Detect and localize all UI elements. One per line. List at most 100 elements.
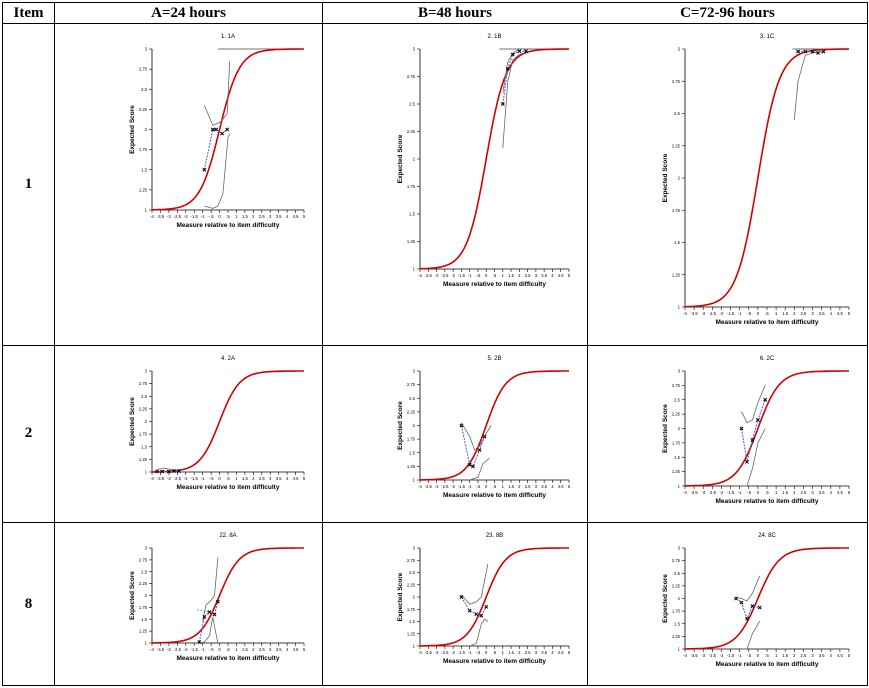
y-axis-label: Expected Score [397,401,404,450]
y-tick-label: 1.25 [672,272,681,277]
x-tick-label: 3 [269,476,272,481]
x-tick-label: 1 [235,476,238,481]
x-tick-label: 0 [218,476,221,481]
observed-point [510,52,515,57]
x-tick-label: -1.5 [727,490,735,495]
x-axis-label: Measure relative to item difficulty [177,222,280,229]
x-tick-label: -2.5 [441,273,449,278]
observed-point [745,616,749,621]
model-curve [685,547,849,650]
y-tick-label: 2 [413,595,416,600]
x-tick-label: 4.5 [837,490,843,495]
x-tick-label: -1.5 [458,650,466,655]
x-tick-label: 1.5 [782,311,788,316]
y-tick-label: 2.25 [672,412,681,417]
observed-point [210,127,215,132]
chart-title: 2. 1B [487,34,501,40]
ci-lower-line [469,457,490,481]
y-tick-label: 2.25 [139,406,148,411]
y-tick-label: 3 [678,368,681,373]
model-curve [685,48,849,308]
x-tick-label: -2 [184,476,188,481]
x-tick-label: 5 [848,311,851,316]
x-tick-label: 4 [830,490,833,495]
x-tick-label: -1.5 [727,311,735,316]
x-tick-label: -1.5 [458,273,466,278]
y-tick-label: 3 [145,368,148,373]
ci-upper-line [502,48,533,94]
y-tick-label: 2 [145,419,148,424]
x-tick-label: .5 [226,476,230,481]
x-tick-label: -1 [738,311,742,316]
x-tick-label: 4 [551,650,554,655]
y-tick-label: 2.75 [672,383,681,388]
x-tick-label: 3.5 [276,214,282,219]
y-tick-label: 1.5 [409,619,415,624]
x-tick-label: -3 [701,490,705,495]
y-tick-label: 2.5 [674,111,680,116]
observed-point [214,127,219,132]
observed-point [155,469,160,474]
y-tick-label: 1 [678,305,681,310]
x-tick-label: 5 [303,214,306,219]
y-axis-label: Expected Score [129,397,136,446]
x-tick-label: -2.5 [174,214,182,219]
observed-point [505,66,510,71]
y-tick-label: 2.5 [141,87,147,92]
y-tick-label: 2.5 [141,394,147,399]
chart-cell: 5. 2B 1 1.25 1.5 1.75 2 2.25 2.5 2.75 3 -4 -3.5 -3 -2… [322,344,588,524]
observed-point [459,423,464,428]
x-tick-label: -1.5 [458,484,466,489]
y-tick-label: 2 [678,596,681,601]
x-tick-label: 3.5 [541,484,547,489]
x-tick-label: -1 [468,484,472,489]
x-tick-label: 3.5 [819,653,825,658]
observed-point [202,167,207,172]
x-tick-label: -3 [167,647,171,652]
x-tick-label: 3 [811,311,814,316]
y-tick-label: 1.25 [407,631,416,636]
item-label: 8 [2,522,55,686]
x-tick-label: 2.5 [259,214,265,219]
x-tick-label: 0 [485,650,488,655]
x-tick-label: .5 [493,650,497,655]
chart-cell: 22. 8A 1 1.25 1.5 1.75 2 2.25 2.5 2.75 3 -4 -3.5 -3-… [54,522,323,686]
y-axis-label: Expected Score [397,572,404,621]
y-tick-label: 2.5 [141,569,147,574]
x-tick-label: 3 [269,214,272,219]
model-curve [420,547,569,647]
x-tick-label: 1 [235,214,238,219]
y-tick-label: 1.5 [674,621,680,626]
x-tick-label: 0 [485,484,488,489]
chart-title: 4. 2A [221,356,235,362]
chart-cell: 4. 2A 1 1.25 1.5 1.75 2 2.25 2.5 2.75 3 -4 -3.5 -3 -2… [54,344,323,524]
header-row: Item A=24 hours B=48 hours C=72-96 hours [2,2,868,24]
x-tick-label: 2 [252,647,255,652]
x-tick-label: 4 [286,647,289,652]
observed-point [474,612,479,617]
y-tick-label: 1.5 [409,450,415,455]
x-tick-label: -3 [435,273,439,278]
x-axis-label: Measure relative to item difficulty [716,661,819,668]
x-tick-label: -3.5 [691,311,699,316]
observed-point [803,49,808,54]
x-tick-label: -1 [738,653,742,658]
y-tick-label: 1 [678,483,681,488]
x-axis-label: Measure relative to item difficulty [443,492,546,499]
observed-point [734,596,738,601]
header-item: Item [2,2,55,24]
x-tick-label: -.5 [746,311,752,316]
x-tick-label: 2.5 [801,653,807,658]
observed-point [467,462,472,467]
y-tick-label: 2.5 [674,571,680,576]
x-tick-label: 1.5 [782,490,788,495]
x-tick-label: 4.5 [558,484,564,489]
chart-cell: 23. 8B 1 1.25 1.5 1.75 2 2.25 2.5 2.75 3 -4 -3.5 -3-… [322,522,588,686]
x-tick-label: -1.5 [727,653,735,658]
chart-title: 3. 1C [760,34,775,40]
x-tick-label: -4 [418,484,422,489]
